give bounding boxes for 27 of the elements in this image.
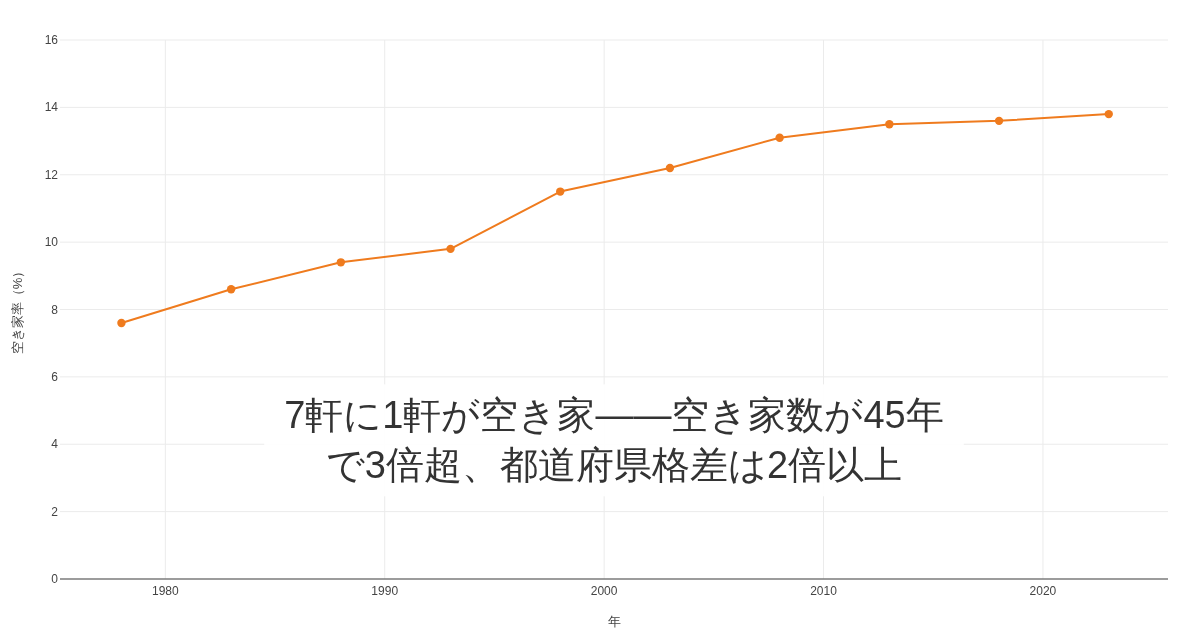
- x-tick-label: 1990: [371, 584, 399, 598]
- point: [446, 244, 455, 254]
- point: [665, 163, 675, 173]
- point: [556, 187, 565, 196]
- point: [1104, 109, 1113, 119]
- y-tick-label: 12: [44, 167, 59, 182]
- y-tick-label: 4: [51, 437, 59, 452]
- y-tick-label: 14: [44, 100, 59, 115]
- point: [994, 116, 1004, 126]
- y-tick-label: 10: [44, 235, 59, 250]
- point: [336, 258, 346, 267]
- x-tick-label: 2000: [590, 584, 618, 598]
- point: [117, 318, 126, 328]
- x-tick-label: 2020: [1029, 584, 1057, 598]
- point: [885, 120, 894, 129]
- point: [775, 133, 784, 142]
- y-tick-label: 2: [51, 504, 59, 519]
- y-tick-label: 16: [44, 33, 59, 47]
- y-tick-label: 0: [51, 572, 59, 586]
- point: [226, 285, 236, 294]
- x-tick-label: 1980: [151, 584, 179, 598]
- y-tick-label: 6: [51, 369, 59, 384]
- x-tick-label: 2010: [810, 584, 838, 598]
- y-tick-label: 8: [51, 302, 59, 317]
- x-axis-title: 年: [607, 614, 621, 629]
- y-axis-title: 空き家率（%）: [10, 264, 25, 355]
- title: 7軒に1軒が空き家——空き家数が45年で3倍超、都道府県格差は2倍以上: [264, 384, 964, 497]
